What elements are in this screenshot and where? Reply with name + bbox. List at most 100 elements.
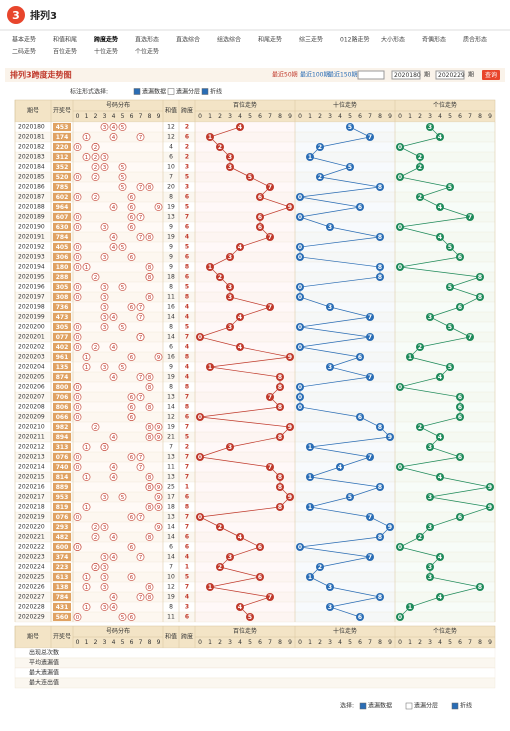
input-from-text: 2020180 [394, 72, 421, 79]
span: 8 [185, 504, 189, 511]
option-label: 折线 [210, 88, 222, 96]
sum: 18 [167, 504, 175, 511]
draw-number: 964 [56, 204, 69, 211]
nav-link[interactable]: 012路走势 [340, 36, 369, 44]
draw-number: 785 [56, 184, 69, 191]
distribution-digit: 5 [121, 245, 125, 251]
position-hit [276, 383, 284, 391]
nav-link[interactable]: 大小形态 [381, 36, 405, 44]
nav-link[interactable]: 组选综合 [217, 36, 241, 44]
digit-header: 5 [348, 639, 352, 646]
digit-header: 6 [130, 639, 134, 646]
digit-header: 2 [94, 113, 98, 120]
position-digit: 4 [238, 244, 242, 251]
position-hit [286, 423, 294, 431]
position-digit: 3 [428, 574, 432, 581]
distribution-hit [73, 223, 82, 231]
nav-link[interactable]: 质合形态 [463, 36, 487, 44]
position-digit: 4 [338, 464, 342, 471]
digit-header: 7 [139, 113, 143, 120]
position-digit: 2 [218, 524, 222, 531]
position-digit: 8 [278, 474, 282, 481]
position-digit: 2 [418, 424, 422, 431]
input-to[interactable] [435, 70, 465, 80]
span: 3 [185, 164, 189, 171]
position-hit [416, 343, 424, 351]
digit-header: 7 [139, 639, 143, 646]
issue: 2020194 [18, 264, 45, 271]
range-link[interactable]: 最近50期 [272, 71, 298, 79]
position-hit [276, 373, 284, 381]
select-box[interactable] [357, 70, 385, 80]
query-button[interactable] [482, 70, 500, 80]
sum: 8 [169, 194, 173, 201]
span: 4 [185, 594, 189, 601]
nav-link[interactable]: 和尾走势 [258, 36, 282, 44]
position-hit [336, 463, 344, 471]
distribution-digit: 7 [139, 305, 143, 311]
distribution-digit: 4 [112, 465, 116, 471]
position-hit [436, 203, 444, 211]
nav-link[interactable]: 直选形态 [135, 36, 159, 44]
draw-number: 313 [56, 444, 69, 451]
position-hit [436, 593, 444, 601]
draw-badge [53, 493, 71, 501]
nav-link[interactable]: 基本走势 [12, 36, 36, 44]
distribution-hit [91, 423, 100, 431]
draw-badge [53, 603, 71, 611]
position-digit: 7 [368, 514, 372, 521]
query-text[interactable]: 查询 [485, 71, 497, 79]
position-digit: 8 [378, 594, 382, 601]
position-hit [256, 573, 264, 581]
distribution-hit [100, 583, 109, 591]
position-hit [286, 203, 294, 211]
position-digit: 3 [328, 604, 332, 611]
distribution-digit: 4 [112, 315, 116, 321]
distribution-digit: 9 [157, 435, 161, 441]
position-digit: 2 [418, 154, 422, 161]
span: 4 [185, 374, 189, 381]
nav-link[interactable]: 百位走势 [53, 48, 77, 56]
draw-badge [53, 173, 71, 181]
distribution-hit [100, 493, 109, 501]
span: 7 [185, 454, 189, 461]
distribution-digit: 0 [76, 255, 80, 261]
position-hit [486, 483, 494, 491]
issue: 2020215 [18, 474, 45, 481]
draw-number: 405 [56, 244, 69, 251]
checkbox[interactable] [167, 88, 175, 95]
nav-link[interactable]: 个位走势 [135, 48, 159, 56]
nav-link[interactable]: 奇偶形态 [422, 36, 446, 44]
position-hit [226, 293, 234, 301]
checkbox[interactable] [201, 88, 209, 95]
digit-header: 8 [378, 639, 382, 646]
nav-link[interactable]: 二码走势 [12, 48, 36, 56]
nav-link[interactable]: 和值和尾 [53, 36, 77, 44]
input-to-text: 2020229 [438, 72, 465, 79]
distribution-hit [91, 153, 100, 161]
range-link[interactable]: 最近100期 [300, 71, 329, 79]
input-from[interactable] [391, 70, 421, 80]
logo [7, 6, 25, 24]
checkbox[interactable] [451, 702, 459, 710]
position-hit [356, 613, 364, 621]
distribution-hit [118, 323, 127, 331]
range-link[interactable]: 最近150期 [328, 71, 357, 79]
nav-link[interactable]: 跨度走势 [94, 36, 118, 44]
position-digit: 5 [348, 164, 352, 171]
position-hit [396, 613, 404, 621]
draw-number: 374 [56, 554, 69, 561]
nav-link[interactable]: 综三走势 [299, 36, 323, 44]
distribution-hit [73, 323, 82, 331]
draw-number: 293 [56, 524, 69, 531]
checkbox[interactable] [133, 88, 141, 95]
nav-link[interactable]: 直选综合 [176, 36, 200, 44]
draw-badge [53, 393, 71, 401]
draw-number: 305 [56, 324, 69, 331]
draw-number: 306 [56, 254, 69, 261]
nav-link[interactable]: 十位走势 [94, 48, 118, 56]
checkbox[interactable] [359, 702, 367, 710]
issue: 2020192 [18, 244, 45, 251]
span: 8 [185, 294, 189, 301]
checkbox[interactable] [405, 702, 413, 710]
